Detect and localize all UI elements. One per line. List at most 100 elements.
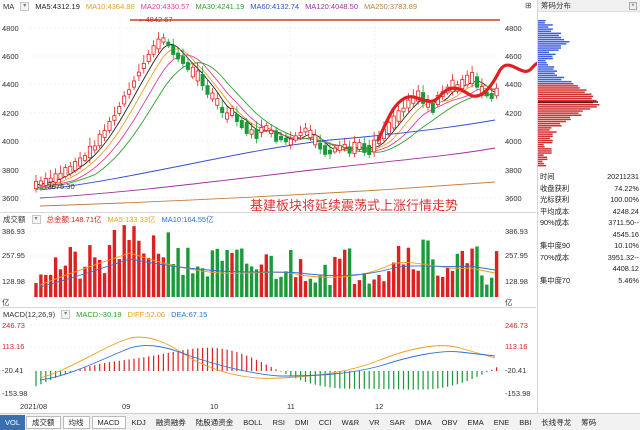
volume-bar <box>259 264 264 297</box>
volume-bar <box>411 269 415 297</box>
volume-bar <box>107 245 112 297</box>
chip-bar <box>538 143 544 146</box>
settings-icon[interactable]: ▾ <box>20 1 30 11</box>
volume-bar <box>362 273 366 297</box>
tab-8[interactable]: RSI <box>272 417 285 427</box>
price-axis-right-4: 4000 <box>505 137 522 146</box>
tab-12[interactable]: VR <box>369 417 380 427</box>
tab-17[interactable]: ENE <box>493 417 510 427</box>
chip-bar <box>538 64 549 66</box>
chip-bar <box>538 122 561 125</box>
tab-19[interactable]: 长线寻龙 <box>541 417 572 427</box>
x-label-nov: 11 <box>287 402 295 411</box>
dea-value: DEA:67.15 <box>171 309 208 319</box>
volume-bar <box>294 277 298 297</box>
price-axis-right-5: 3800 <box>505 166 522 175</box>
candle <box>136 63 141 81</box>
macd-axis-left-0: 246.73 <box>2 321 25 330</box>
price-panel[interactable]: MA ▾ MA5:4312.19 MA10:4364.88 MA20:4330.… <box>0 0 603 214</box>
tab-7[interactable]: BOLL <box>243 417 263 427</box>
candle <box>58 165 63 184</box>
volume-chart[interactable] <box>0 213 536 308</box>
volume-bar <box>416 270 420 297</box>
chip-bar <box>538 150 552 152</box>
volume-settings-icon[interactable]: ▾ <box>31 214 41 224</box>
volume-bar <box>254 269 259 297</box>
chip-bar <box>538 162 544 165</box>
tab-4[interactable]: KDJ <box>131 417 146 427</box>
chip-distribution-panel[interactable]: 筹码分布 × 时间 20211231 收盘获利 74.22% 光标获利 100.00% 平均… <box>537 0 640 430</box>
tab-18[interactable]: BBI <box>519 417 532 427</box>
candle <box>156 32 161 54</box>
ma-legend: MA ▾ MA5:4312.19 MA10:4364.88 MA20:4330.… <box>0 0 536 12</box>
ma250-line <box>39 181 496 207</box>
chip-bar <box>538 76 565 79</box>
volume-bar <box>127 239 131 297</box>
volume-bar <box>445 267 450 297</box>
tab-1[interactable]: 成交额 <box>26 415 61 429</box>
volume-bar <box>249 266 254 297</box>
tab-13[interactable]: SAR <box>389 417 405 427</box>
chip-stat-row: 90%成本 3711.50-- <box>540 218 639 228</box>
volume-bar <box>308 278 313 297</box>
macd-axis-right-2: -20.41 <box>505 366 527 375</box>
chip-bar <box>538 41 570 43</box>
macd-panel[interactable]: MACD(12,26,9) ▾ MACD:-30.19 DIFF:52.06 D… <box>0 308 536 400</box>
candle <box>303 122 308 136</box>
tab-3[interactable]: MACD <box>91 415 126 429</box>
chip-bar <box>538 156 548 158</box>
chip-stat-label: 90%成本 <box>540 218 570 227</box>
volume-bar <box>490 277 494 297</box>
candle <box>234 106 239 127</box>
chip-stat-label: 收盘获利 <box>540 183 570 193</box>
volume-legend: 成交额 ▾ 总金额:148.71亿 MA5:133.33亿 MA10:164.5… <box>0 213 536 225</box>
chip-stat-value: 10.10% <box>614 241 639 250</box>
tab-20[interactable]: 筹码 <box>581 417 597 427</box>
chip-stat-value: 100.00% <box>610 195 639 204</box>
chip-bar <box>538 66 555 68</box>
volume-bar <box>279 276 283 297</box>
candle <box>141 55 146 74</box>
volume-bar <box>34 283 38 297</box>
tab-2[interactable]: 均线 <box>62 415 90 429</box>
chip-bar <box>538 85 578 87</box>
diff-value: DIFF:52.06 <box>127 309 166 319</box>
volume-unit: 亿 <box>2 298 10 307</box>
volume-bar <box>298 259 303 297</box>
tab-9[interactable]: DMI <box>294 417 309 427</box>
tab-16[interactable]: EMA <box>467 417 484 427</box>
volume-panel[interactable]: 成交额 ▾ 总金额:148.71亿 MA5:133.33亿 MA10:164.5… <box>0 213 536 308</box>
x-label-aug: 2021/08 <box>20 402 48 411</box>
chip-bar <box>538 80 572 83</box>
candle <box>239 116 244 130</box>
chip-bar <box>538 125 562 127</box>
volume-bar <box>347 248 352 297</box>
tab-11[interactable]: W&R <box>341 417 360 427</box>
candle <box>78 152 83 170</box>
tab-0[interactable]: VOL <box>0 414 26 430</box>
chip-bar <box>538 47 561 49</box>
volume-bar <box>367 283 371 297</box>
tab-6[interactable]: 陆股通资金 <box>195 417 234 427</box>
chip-bar <box>538 34 559 37</box>
candlestick-chart[interactable] <box>0 0 603 213</box>
x-label-oct: 10 <box>210 402 219 411</box>
tab-14[interactable]: DMA <box>415 417 432 427</box>
tab-15[interactable]: OBV <box>441 417 458 427</box>
candle <box>249 122 254 139</box>
volume-bar <box>392 262 396 297</box>
tab-10[interactable]: CCI <box>318 417 332 427</box>
macd-chart[interactable] <box>0 308 536 400</box>
volume-bar <box>44 274 48 297</box>
expand-icon[interactable]: ⊞ <box>525 1 532 10</box>
close-icon[interactable]: × <box>629 1 637 10</box>
volume-title: 成交额 <box>3 214 26 224</box>
candle <box>151 40 156 58</box>
volume-bar <box>494 251 499 297</box>
macd-value: MACD:-30.19 <box>76 309 122 319</box>
chip-stat-value: 5.46% <box>618 275 639 285</box>
volume-bar <box>318 275 322 297</box>
macd-settings-icon[interactable]: ▾ <box>61 309 71 319</box>
tab-5[interactable]: 融资融券 <box>155 417 186 427</box>
chip-bar <box>538 99 597 102</box>
